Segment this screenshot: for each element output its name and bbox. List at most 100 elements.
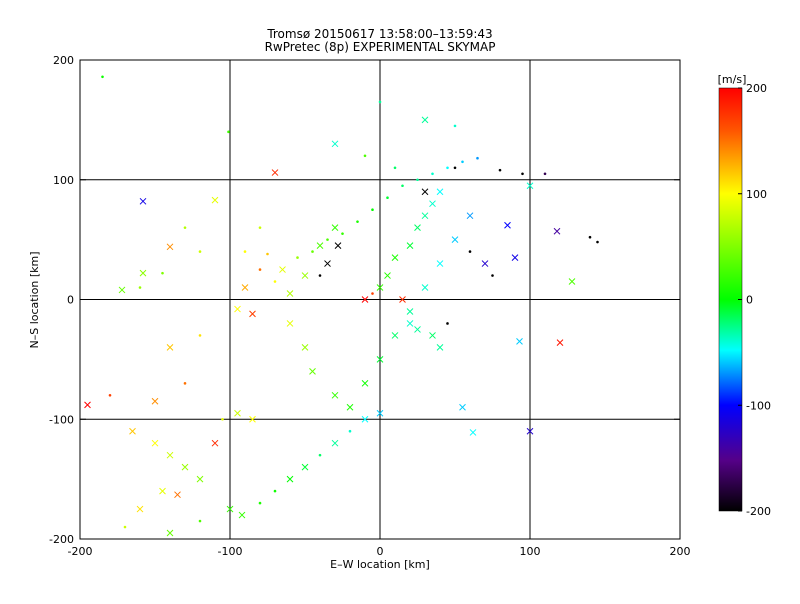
scatter-point-dot <box>446 322 449 325</box>
scatter-point-x <box>556 339 564 346</box>
scatter-point-dot <box>311 250 314 253</box>
scatter-point-x <box>421 212 429 220</box>
scatter-point-x <box>361 415 369 423</box>
scatter-point-dot <box>453 166 457 170</box>
scatter-point-x <box>234 305 241 313</box>
scatter-point-dot <box>198 334 202 337</box>
x-axis-label: E–W location [km] <box>330 558 430 571</box>
scatter-point-dot <box>348 429 352 433</box>
scatter-point-dot <box>588 235 592 239</box>
x-tick-label: 200 <box>670 545 691 558</box>
colorbar-tick-label: 0 <box>746 294 753 307</box>
scatter-point-x <box>159 487 166 495</box>
scatter-point-x <box>181 463 189 471</box>
scatter-point-x <box>241 284 249 291</box>
y-tick-label: -100 <box>49 413 74 426</box>
scatter-point-x <box>166 529 174 537</box>
scatter-point-x <box>436 188 444 196</box>
scatter-point-dot <box>431 172 434 176</box>
scatter-point-x <box>436 260 444 267</box>
scatter-point-x <box>249 310 256 318</box>
scatter-point-dot <box>123 525 127 529</box>
chart-title: Tromsø 20150617 13:58:00–13:59:43 <box>266 27 492 41</box>
scatter-point-dot <box>371 292 374 295</box>
scatter-point-dot <box>108 394 112 397</box>
scatter-point-x <box>406 320 414 327</box>
scatter-point-x <box>151 439 159 447</box>
grid-layer <box>80 60 680 539</box>
colorbar-unit: [m/s] <box>718 73 747 86</box>
scatter-point-x <box>406 242 414 249</box>
scatter-point-x <box>376 356 384 363</box>
scatter-point-x <box>481 260 489 267</box>
x-tick-label: 0 <box>377 545 384 558</box>
scatter-point-x <box>436 344 444 351</box>
scatter-point-x <box>451 236 459 243</box>
scatter-point-dot <box>273 280 277 283</box>
scatter-point-x <box>391 254 399 261</box>
scatter-point-x <box>331 140 339 148</box>
scatter-point-x <box>376 284 384 291</box>
scatter-point-dot <box>161 271 164 275</box>
scatter-point-dot <box>401 184 404 188</box>
scatter-point-x <box>316 242 324 249</box>
scatter-points <box>84 75 599 537</box>
scatter-point-x <box>286 320 294 327</box>
scatter-point-x <box>334 242 342 249</box>
scatter-point-x <box>511 254 519 261</box>
colorbar-tick-label: -200 <box>746 505 771 518</box>
scatter-point-x <box>429 332 436 339</box>
scatter-point-x <box>421 284 429 291</box>
scatter-point-dot <box>243 250 247 253</box>
scatter-point-dot <box>258 268 262 271</box>
scatter-point-x <box>361 296 369 303</box>
scatter-point-x <box>166 344 174 351</box>
scatter-point-dot <box>363 154 367 158</box>
scatter-point-x <box>166 243 174 251</box>
scatter-point-dot <box>326 238 329 241</box>
scatter-point-x <box>234 409 241 417</box>
scatter-point-x <box>301 463 309 471</box>
scatter-point-dot <box>296 256 299 259</box>
scatter-point-x <box>151 397 159 405</box>
scatter-point-x <box>361 379 369 387</box>
x-axis-ticks: -200 -100 0 100 200 <box>68 60 691 558</box>
scatter-point-x <box>129 427 136 435</box>
scatter-point-x <box>421 188 429 196</box>
scatter-point-x <box>271 169 279 176</box>
scatter-point-x <box>211 196 219 204</box>
scatter-point-dot <box>416 178 419 182</box>
x-tick-label: -200 <box>68 545 93 558</box>
y-tick-label: 0 <box>67 294 74 307</box>
y-tick-label: -200 <box>49 533 74 546</box>
scatter-point-x <box>504 221 511 229</box>
x-tick-label: -100 <box>218 545 243 558</box>
scatter-point-dot <box>476 156 479 160</box>
colorbar-tick-label: 200 <box>746 82 767 95</box>
scatter-point-dot <box>183 226 187 229</box>
scatter-point-dot <box>198 250 202 253</box>
scatter-point-x <box>526 427 534 435</box>
scatter-point-dot <box>258 226 262 229</box>
scatter-point-dot <box>266 252 269 256</box>
scatter-point-x <box>136 505 144 513</box>
scatter-point-x <box>346 403 354 411</box>
scatter-point-x <box>139 197 147 205</box>
scatter-point-x <box>139 269 147 277</box>
scatter-point-dot <box>318 274 322 277</box>
scatter-point-x <box>286 290 294 297</box>
scatter-point-x <box>286 475 294 483</box>
scatter-point-dot <box>101 75 104 79</box>
y-tick-label: 200 <box>53 54 74 67</box>
scatter-point-x <box>196 475 204 483</box>
scatter-point-x <box>459 403 466 411</box>
y-axis-ticks: -200 -100 0 100 200 <box>49 54 680 546</box>
scatter-point-dot <box>318 453 322 457</box>
scatter-point-x <box>391 332 399 339</box>
colorbar: [m/s] 200 100 0 -100 -200 <box>718 73 771 518</box>
scatter-point-dot <box>273 489 277 493</box>
scatter-point-dot <box>341 232 344 235</box>
scatter-point-x <box>414 224 421 232</box>
scatter-point-x <box>174 491 181 499</box>
